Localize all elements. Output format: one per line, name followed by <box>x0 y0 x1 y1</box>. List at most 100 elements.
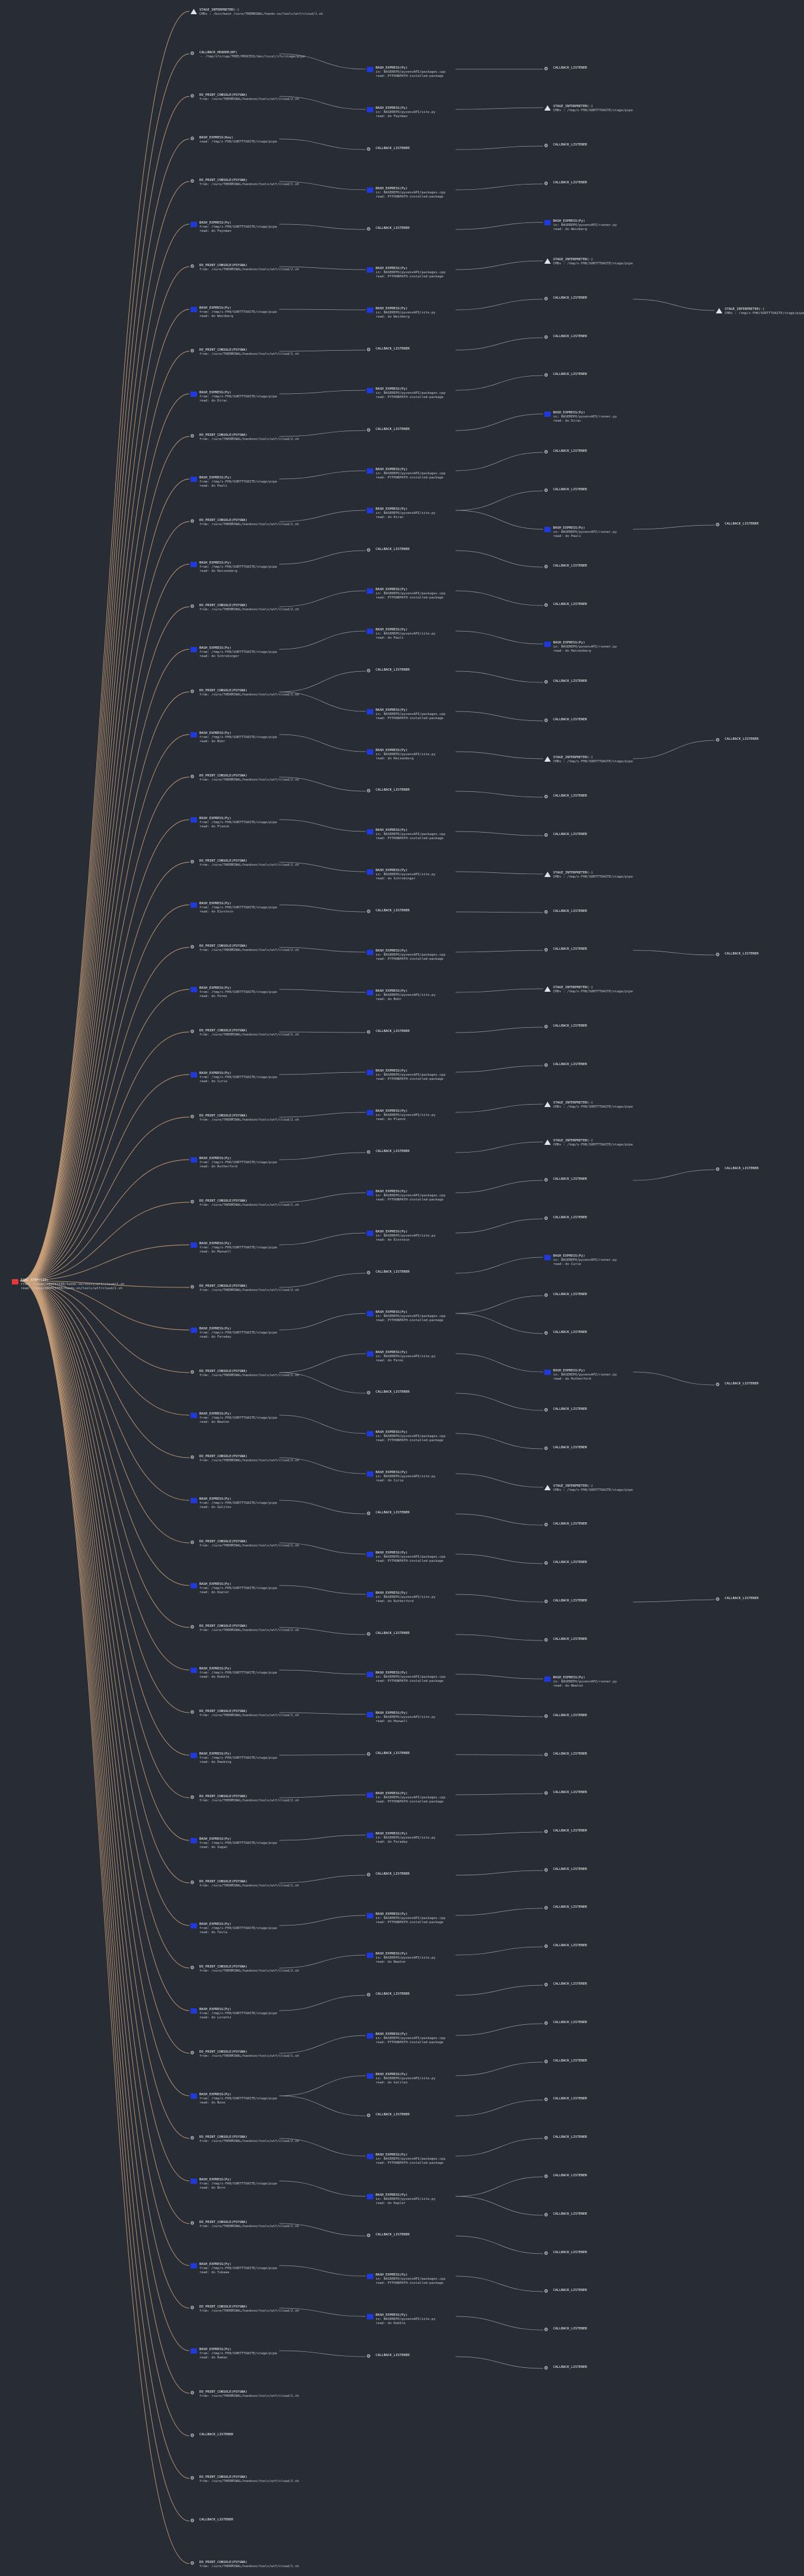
c3-node[interactable]: STAGE_INTERPRETER(-) CMDv : /tmp/s-FH0/SO… <box>544 1101 633 1109</box>
c1-node[interactable]: BASH_EXPRESS(Py) from: /tmp/s-FH0/SORTTTO… <box>190 1327 277 1340</box>
c3-node[interactable]: ⚙ CALLBACK_LISTENER <box>544 1177 587 1184</box>
c4-node[interactable]: ⚙ CALLBACK_LISTENER <box>716 737 758 744</box>
c2-node[interactable]: BASH_EXPRESS(Py) in: BASEREPO/pyvenvAPI/p… <box>367 708 445 721</box>
c1-node[interactable]: BASH_EXPRESS(Py) from: /tmp/s-FH0/SORTTTO… <box>190 817 277 830</box>
c1-node[interactable]: BASH_EXPRESS(Py) from: /tmp/s-FH0/SORTTTO… <box>190 2093 277 2106</box>
c1-node[interactable]: ⚙ DO_PRINT_CONSOLE(PSYSNA) from: /sure/THE… <box>190 348 299 357</box>
c1-node[interactable]: ⚙ DO_PRINT_CONSOLE(PSYSNA) from: /sure/THE… <box>190 1029 299 1037</box>
c2-node[interactable]: BASH_EXPRESS(Py) in: BASEREPO/pyvenvAPI/p… <box>367 1069 445 1082</box>
c3-node[interactable]: BASH_EXPRESS(Py) in: BASEREPO/pyvenvAPI/r… <box>544 641 617 654</box>
c3-node[interactable]: BASH_EXPRESS(Py) in: BASEREPO/pyvenvAPI/r… <box>544 219 617 232</box>
c3-node[interactable]: BASH_EXPRESS(Py) in: BASEREPO/pyvenvAPI/r… <box>544 411 617 424</box>
c2-node[interactable]: BASH_EXPRESS(Py) in: BASEREPO/pyvenvAPI/s… <box>367 1591 435 1604</box>
c2-node[interactable]: BASH_EXPRESS(Py) in: BASEREPO/pyvenvAPI/p… <box>367 949 445 962</box>
c2-node[interactable]: BASH_EXPRESS(Py) in: BASEREPO/pyvenvAPI/p… <box>367 187 445 200</box>
c2-node[interactable]: BASH_EXPRESS(Py) in: BASEREPO/pyvenvAPI/s… <box>367 869 435 882</box>
c3-node[interactable]: ⚙ CALLBACK_LISTENER <box>544 2021 587 2027</box>
c1-node[interactable]: BASH_EXPRESS(Py) from: /tmp/s-FH0/SORTTTO… <box>190 2263 277 2276</box>
c1-node[interactable]: BASH_EXPRESS(Py) from: /tmp/s-FH0/SORTTTO… <box>190 221 277 234</box>
c3-node[interactable]: BASH_EXPRESS(Py) in: BASEREPO/pyvenvAPI/r… <box>544 1254 617 1267</box>
c2-node[interactable]: BASH_EXPRESS(Py) in: BASEREPO/pyvenvAPI/p… <box>367 468 445 481</box>
c3-node[interactable]: ⚙ CALLBACK_LISTENER <box>544 833 587 839</box>
root-node[interactable]: EXEC_STEP(SID) from: //home/PENTESTER/ha… <box>12 1279 124 1292</box>
c1-node[interactable]: ⚙ DO_PRINT_CONSOLE(PSYSNA) from: /sure/THE… <box>190 264 299 272</box>
c1-node[interactable]: BASH_EXPRESS(Py) from: /tmp/s-FH0/SORTTTO… <box>190 1837 277 1850</box>
c2-node[interactable]: BASH_EXPRESS(Py) in: BASEREPO/pyvenvAPI/p… <box>367 66 445 79</box>
c3-node[interactable]: ⚙ CALLBACK_LISTENER <box>544 1293 587 1299</box>
c3-node[interactable]: ⚙ CALLBACK_LISTENER <box>544 2097 587 2103</box>
c1-node[interactable]: BASH_EXPRESS(Py) from: /tmp/s-FH0/SORTTTO… <box>190 1072 277 1085</box>
c3-node[interactable]: ⚙ CALLBACK_LISTENER <box>544 296 587 303</box>
c2-node[interactable]: BASH_EXPRESS(Py) in: BASEREPO/pyvenvAPI/s… <box>367 989 435 1002</box>
c4-node[interactable]: STAGE_INTERPRETER(-) CMDv : /tmp/s-FH0/SO… <box>716 308 804 316</box>
c3-node[interactable]: ⚙ CALLBACK_LISTENER <box>544 603 587 609</box>
c2-node[interactable]: BASH_EXPRESS(Py) in: BASEREPO/pyvenvAPI/p… <box>367 2033 445 2046</box>
c3-node[interactable]: ⚙ CALLBACK_LISTENER <box>544 1331 587 1337</box>
c1-node[interactable]: BASH_EXPRESS(Py) from: /tmp/s-FH0/SORTTTO… <box>190 2008 277 2021</box>
c2-node[interactable]: BASH_EXPRESS(Py) in: BASEREPO/pyvenvAPI/s… <box>367 2313 435 2326</box>
c1-node[interactable]: ⚙ DO_PRINT_CONSOLE(PSYSNA) from: /sure/THE… <box>190 1965 299 1973</box>
c2-node[interactable]: BASH_EXPRESS(Py) in: BASEREPO/pyvenvAPI/p… <box>367 588 445 601</box>
c3-node[interactable]: STAGE_INTERPRETER(-) CMDv : /tmp/s-FH0/SO… <box>544 258 633 266</box>
c2-node[interactable]: ⚙ CALLBACK_LISTENER <box>367 1511 409 1517</box>
c1-node[interactable]: BASH_EXPRESS(Py) from: /tmp/s-FH0/SORTTTO… <box>190 476 277 489</box>
c3-node[interactable]: ⚙ CALLBACK_LISTENER <box>544 373 587 379</box>
c2-node[interactable]: BASH_EXPRESS(Py) in: BASEREPO/pyvenvAPI/p… <box>367 2153 445 2166</box>
c2-node[interactable]: ⚙ CALLBACK_LISTENER <box>367 1872 409 1879</box>
c1-node[interactable]: ⚙ CALLBACK_LISTENER <box>190 2433 233 2439</box>
c3-node[interactable]: ⚙ CALLBACK_LISTENER <box>544 488 587 494</box>
c3-node[interactable]: ⚙ CALLBACK_LISTENER <box>544 794 587 801</box>
c1-node[interactable]: BASH_EXPRESS(Py) from: /tmp/s-FH0/SORTTTO… <box>190 561 277 574</box>
c1-node[interactable]: ⚙ DO_PRINT_CONSOLE(PSYSNA) from: /sure/THE… <box>190 604 299 612</box>
c2-node[interactable]: BASH_EXPRESS(Py) in: BASEREPO/pyvenvAPI/s… <box>367 1351 435 1364</box>
c2-node[interactable]: BASH_EXPRESS(Py) in: BASEREPO/pyvenvAPI/s… <box>367 628 435 641</box>
c3-node[interactable]: ⚙ CALLBACK_LISTENER <box>544 143 587 150</box>
c2-node[interactable]: BASH_EXPRESS(Py) in: BASEREPO/pyvenvAPI/s… <box>367 1832 435 1845</box>
c3-node[interactable]: BASH_EXPRESS(Py) in: BASEREPO/pyvenvAPI/r… <box>544 1369 617 1382</box>
c2-node[interactable]: ⚙ CALLBACK_LISTENER <box>367 909 409 915</box>
c2-node[interactable]: BASH_EXPRESS(Py) in: BASEREPO/pyvenvAPI/s… <box>367 507 435 520</box>
c3-node[interactable]: ⚙ CALLBACK_LISTENER <box>544 1714 587 1720</box>
c1-node[interactable]: ⚙ DO_PRINT_CONSOLE(PSYSNA) from: /sure/THE… <box>190 1199 299 1208</box>
c3-node[interactable]: ⚙ CALLBACK_LISTENER <box>544 1063 587 1069</box>
c1-node[interactable]: BASH_EXPRESS(Py) from: /tmp/s-FH0/SORTTTO… <box>190 306 277 319</box>
c1-node[interactable]: ⚙ DO_PRINT_CONSOLE(PSYSNA) from: /sure/THE… <box>190 2305 299 2313</box>
c3-node[interactable]: STAGE_INTERPRETER(-) CMDv : /tmp/s-FH0/SO… <box>544 105 633 113</box>
c2-node[interactable]: BASH_EXPRESS(Py) in: BASEREPO/pyvenvAPI/p… <box>367 1912 445 1925</box>
c2-node[interactable]: BASH_EXPRESS(Py) in: BASEREPO/pyvenvAPI/s… <box>367 307 435 320</box>
c2-node[interactable]: ⚙ CALLBACK_LISTENER <box>367 1752 409 1758</box>
c1-node[interactable]: BASH_EXPRESS(Py) from: /tmp/s-FH0/SORTTTO… <box>190 1497 277 1510</box>
c3-node[interactable]: ⚙ CALLBACK_LISTENER <box>544 1829 587 1836</box>
c1-node[interactable]: ⚙ DO_PRINT_CONSOLE(PSYSNA) from: /sure/THE… <box>190 2050 299 2059</box>
c3-node[interactable]: ⚙ CALLBACK_LISTENER <box>544 1791 587 1797</box>
c1-node[interactable]: BASH_EXPRESS(Py) from: /tmp/s-FH0/SORTTTO… <box>190 1583 277 1596</box>
c1-node[interactable]: ⚙ DO_PRINT_CONSOLE(PSYSNA) from: /sure/THE… <box>190 1710 299 1718</box>
c2-node[interactable]: BASH_EXPRESS(Py) in: BASEREPO/pyvenvAPI/p… <box>367 829 445 842</box>
c3-node[interactable]: ⚙ CALLBACK_LISTENER <box>544 2212 587 2219</box>
c2-node[interactable]: ⚙ CALLBACK_LISTENER <box>367 1390 409 1397</box>
c3-node[interactable]: ⚙ CALLBACK_LISTENER <box>544 2135 587 2142</box>
c3-node[interactable]: STAGE_INTERPRETER(-) CMDv : /tmp/s-FH0/SO… <box>544 1484 633 1493</box>
c3-node[interactable]: ⚙ CALLBACK_LISTENER <box>544 335 587 341</box>
c2-node[interactable]: BASH_EXPRESS(Py) in: BASEREPO/pyvenvAPI/s… <box>367 2193 435 2206</box>
c3-node[interactable]: ⚙ CALLBACK_LISTENER <box>544 564 587 571</box>
c3-node[interactable]: ⚙ CALLBACK_LISTENER <box>544 679 587 686</box>
c1-node[interactable]: ⚙ DO_PRINT_CONSOLE(PSYSNA) from: /sure/THE… <box>190 2475 299 2484</box>
c3-node[interactable]: ⚙ CALLBACK_LISTENER <box>544 181 587 187</box>
c1-node[interactable]: BASH_EXPRESS(Py) from: /tmp/s-FH0/SORTTTO… <box>190 1923 277 1936</box>
c2-node[interactable]: ⚙ CALLBACK_LISTENER <box>367 226 409 233</box>
c1-node[interactable]: ⚙ DO_PRINT_CONSOLE(PSYSNA) from: /sure/THE… <box>190 2221 299 2229</box>
c3-node[interactable]: BASH_EXPRESS(Py) in: BASEREPO/pyvenvAPI/r… <box>544 1676 617 1689</box>
c1-node[interactable]: BASH_EXPRESS(Py) from: /tmp/s-FH0/SORTTTO… <box>190 2178 277 2191</box>
c1-node[interactable]: ⚙ CALLBACK_LISTENER <box>190 2518 233 2525</box>
c3-node[interactable]: ⚙ CALLBACK_LISTENER <box>544 2174 587 2180</box>
c1-node[interactable]: ⚙ DO_PRINT_CONSOLE(PSYSNA) from: /sure/THE… <box>190 1114 299 1122</box>
c3-node[interactable]: ⚙ CALLBACK_LISTENER <box>544 449 587 456</box>
c3-node[interactable]: ⚙ CALLBACK_LISTENER <box>544 1561 587 1567</box>
c1-node[interactable]: BASH_EXPRESS(Py) from: /tmp/s-FH0/SORTTTO… <box>190 646 277 659</box>
c3-node[interactable]: ⚙ CALLBACK_LISTENER <box>544 1905 587 1912</box>
c3-node[interactable]: BASH_EXPRESS(Py) in: BASEREPO/pyvenvAPI/r… <box>544 526 617 539</box>
c1-node[interactable]: BASH_EXPRESS(Py) from: /tmp/s-FH0/SORTTTO… <box>190 1667 277 1680</box>
c2-node[interactable]: BASH_EXPRESS(Py) in: BASEREPO/pyvenvAPI/s… <box>367 1471 435 1484</box>
c4-node[interactable]: ⚙ CALLBACK_LISTENER <box>716 1597 758 1603</box>
